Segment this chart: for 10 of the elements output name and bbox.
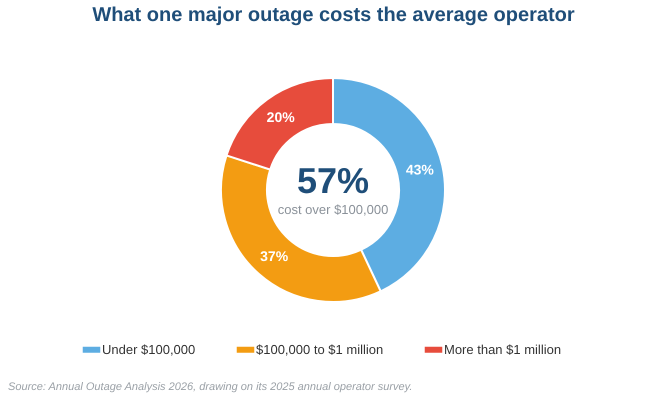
legend-label: More than $1 million — [444, 342, 562, 357]
data-label: 37% — [260, 248, 289, 264]
data-label: 43% — [406, 162, 434, 178]
data-label: 20% — [266, 108, 296, 125]
chart-title: What one major outage costs the average operator — [92, 4, 575, 26]
text: cost over $100,000 — [278, 202, 388, 217]
legend-label: $100,000 to $1 million — [256, 342, 384, 357]
source-note: Source: Annual Outage Analysis 2026, drawing on its 2025 annual operator survey. — [8, 381, 412, 393]
legend-label: Under $100,000 — [102, 342, 196, 357]
text: 57% — [296, 160, 370, 201]
